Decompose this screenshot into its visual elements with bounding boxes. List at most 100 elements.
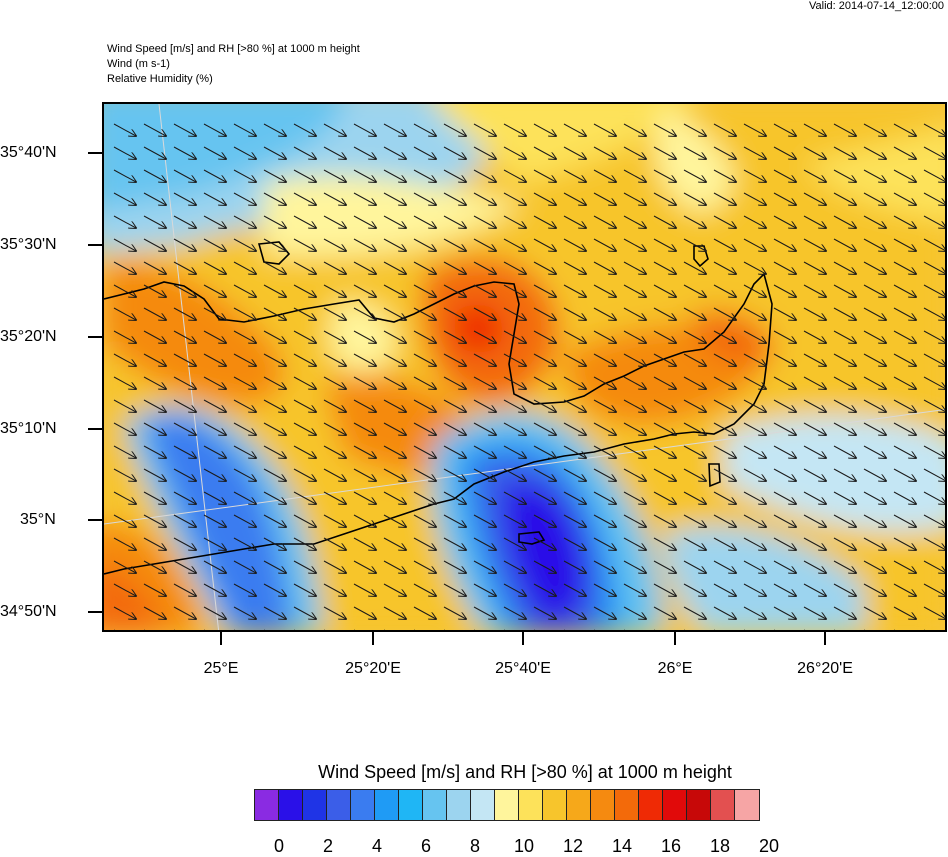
lat-tick: [88, 244, 102, 246]
wind-arrow: [413, 146, 436, 159]
wind-arrow: [833, 238, 856, 251]
wind-arrow: [353, 284, 376, 297]
wind-arrow: [263, 238, 286, 251]
lat-tick: [88, 152, 102, 154]
wind-arrow: [503, 215, 526, 228]
wind-arrow: [173, 445, 196, 458]
legend-swatch: [279, 790, 303, 820]
wind-arrow: [893, 169, 916, 182]
wind-arrow: [413, 353, 436, 366]
wind-arrow: [623, 353, 646, 366]
wind-arrow: [863, 284, 886, 297]
wind-arrow: [834, 629, 836, 630]
wind-arrow: [443, 583, 466, 596]
wind-arrow: [143, 284, 166, 297]
lat-label: 35°20'N: [0, 328, 57, 345]
wind-arrow: [653, 399, 676, 412]
wind-arrow: [293, 514, 316, 527]
wind-arrow: [233, 583, 256, 596]
wind-arrow: [593, 261, 616, 274]
wind-arrow: [923, 491, 945, 504]
wind-arrow: [293, 422, 316, 435]
wind-arrow: [173, 560, 196, 573]
wind-arrow: [533, 399, 556, 412]
wind-arrow: [533, 330, 556, 343]
legend-label: 0: [273, 836, 285, 856]
wind-arrow: [473, 192, 496, 205]
legend-label: 4: [371, 836, 383, 856]
wind-arrow: [323, 169, 346, 182]
wind-arrow: [293, 468, 316, 481]
wind-arrow: [263, 514, 286, 527]
wind-arrow: [713, 146, 736, 159]
wind-arrow: [413, 376, 436, 389]
wind-arrow: [773, 376, 796, 389]
wind-arrow: [833, 583, 856, 596]
wind-arrow: [533, 353, 556, 366]
wind-arrow: [803, 606, 826, 619]
wind-arrow: [743, 284, 766, 297]
wind-arrow: [263, 537, 286, 550]
wind-arrow: [143, 468, 166, 481]
wind-arrow: [293, 192, 316, 205]
wind-arrow: [113, 514, 136, 527]
wind-arrow: [563, 215, 586, 228]
wind-arrow: [923, 468, 945, 481]
wind-arrow: [864, 629, 866, 630]
wind-arrow: [413, 560, 436, 573]
wind-arrow: [893, 537, 916, 550]
wind-arrow: [323, 261, 346, 274]
wind-arrow: [773, 238, 796, 251]
wind-arrow: [293, 491, 316, 504]
wind-arrow: [263, 422, 286, 435]
wind-arrow: [473, 606, 496, 619]
wind-arrow: [323, 376, 346, 389]
wind-arrow: [233, 606, 256, 619]
wind-arrow: [923, 606, 945, 619]
wind-arrow: [773, 353, 796, 366]
wind-arrow: [714, 629, 716, 630]
wind-arrow: [593, 514, 616, 527]
wind-arrow: [323, 514, 346, 527]
wind-arrow: [503, 445, 526, 458]
wind-arrow: [503, 192, 526, 205]
wind-arrow: [503, 606, 526, 619]
wind-arrow: [473, 284, 496, 297]
wind-arrow: [533, 445, 556, 458]
wind-arrow: [173, 353, 196, 366]
wind-arrow: [263, 353, 286, 366]
wind-arrow: [233, 238, 256, 251]
wind-arrow: [893, 422, 916, 435]
wind-arrow: [623, 215, 646, 228]
lon-label: 25°20'E: [345, 660, 401, 677]
wind-arrow: [263, 445, 286, 458]
wind-arrow: [683, 307, 706, 320]
wind-arrow: [743, 192, 766, 205]
wind-arrow: [653, 215, 676, 228]
wind-arrow: [533, 422, 556, 435]
wind-arrow: [233, 422, 256, 435]
wind-arrow: [683, 560, 706, 573]
wind-arrow: [263, 261, 286, 274]
wind-arrow: [863, 583, 886, 596]
wind-arrow: [323, 560, 346, 573]
wind-arrow: [323, 468, 346, 481]
wind-arrow: [593, 583, 616, 596]
wind-arrow: [353, 422, 376, 435]
wind-arrow: [803, 284, 826, 297]
lat-tick: [88, 336, 102, 338]
wind-arrow: [683, 399, 706, 412]
wind-arrow: [263, 169, 286, 182]
wind-arrow: [413, 468, 436, 481]
wind-arrow: [413, 422, 436, 435]
wind-arrow: [323, 192, 346, 205]
wind-arrow: [593, 468, 616, 481]
wind-arrow: [893, 445, 916, 458]
wind-arrow: [653, 537, 676, 550]
wind-arrow: [323, 307, 346, 320]
wind-arrow: [563, 261, 586, 274]
wind-arrow: [353, 307, 376, 320]
wind-arrow: [923, 376, 945, 389]
wind-arrow: [923, 445, 945, 458]
wind-arrow: [263, 376, 286, 389]
